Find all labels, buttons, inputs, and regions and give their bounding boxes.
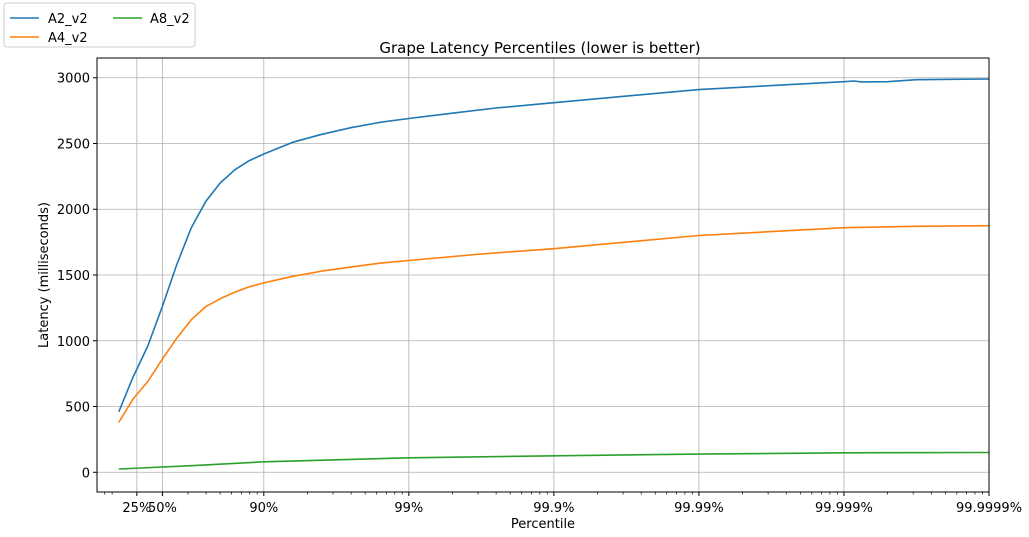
x-tick-label: 99.9%	[533, 501, 574, 516]
y-tick-label: 500	[65, 401, 90, 416]
chart-title: Grape Latency Percentiles (lower is bett…	[379, 39, 700, 57]
x-tick-label: 90%	[249, 501, 278, 516]
y-tick-label: 3000	[57, 72, 90, 87]
x-tick-label: 50%	[148, 501, 177, 516]
series-line-a4-v2	[118, 224, 990, 423]
x-tick-label: 99.99%	[674, 501, 724, 516]
y-tick-label: 1000	[57, 335, 90, 350]
legend: A2_v2 A4_v2 A8_v2	[3, 2, 196, 48]
axis-ticks: 0 500 1000 1500 2000 2500 3000 25%50% 90% 99% 99.9…	[57, 72, 1022, 516]
y-tick-label: 2000	[57, 203, 90, 218]
y-axis-label: Latency (milliseconds)	[37, 202, 52, 348]
x-axis-label: Percentile	[511, 517, 575, 532]
x-tick-label: 99%	[394, 501, 423, 516]
series-line-a2-v2	[118, 78, 990, 413]
y-tick-label: 1500	[57, 269, 90, 284]
y-tick-label: 0	[82, 466, 90, 481]
x-tick-label: 99.999%	[815, 501, 873, 516]
legend-label-a4: A4_v2	[48, 31, 88, 46]
legend-label-a8: A8_v2	[150, 12, 190, 27]
plot-area	[118, 78, 990, 470]
y-tick-label: 2500	[57, 137, 90, 152]
x-tick-label: 25%	[122, 501, 151, 516]
series-line-a8-v2	[118, 451, 990, 470]
legend-box	[3, 2, 196, 48]
legend-label-a2: A2_v2	[48, 12, 88, 27]
x-tick-label: 99.9999%	[956, 501, 1022, 516]
